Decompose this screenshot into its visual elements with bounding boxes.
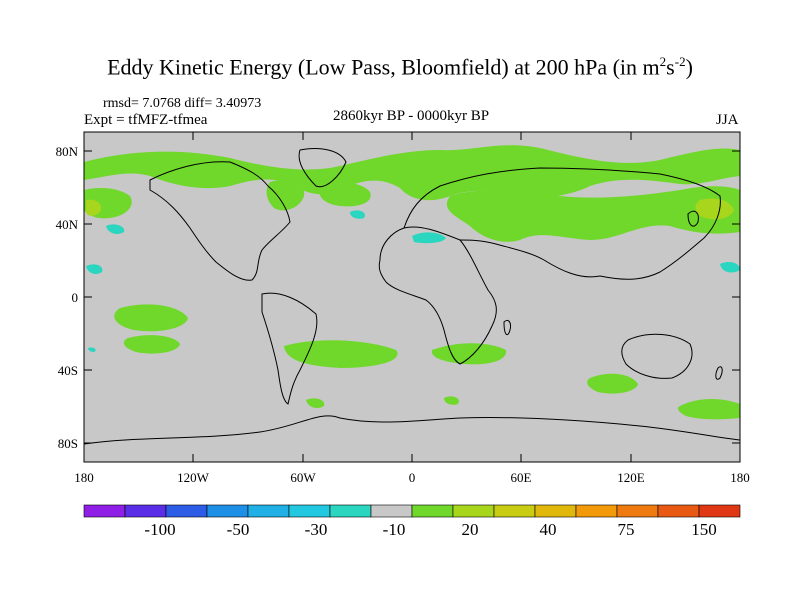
anomaly-patches	[84, 145, 740, 420]
colorbar-swatch	[165, 504, 208, 518]
lat-label-80s: 80S	[57, 436, 78, 451]
southern-small-patch-2	[444, 396, 459, 405]
colorbar-label: 40	[539, 520, 557, 539]
new-zealand	[715, 366, 723, 380]
colorbar-label: -100	[144, 520, 176, 539]
lat-label-40s: 40S	[57, 363, 78, 378]
lat-label-0: 0	[71, 290, 79, 305]
colorbar-label: 150	[691, 520, 717, 539]
antarctica-coast	[83, 415, 741, 445]
south-atlantic-patch	[284, 340, 398, 368]
colorbar-swatch	[657, 504, 700, 518]
lat-label-40n: 40N	[55, 217, 78, 232]
colorbar-swatch	[206, 504, 249, 518]
period-label: 2860kyr BP - 0000kyr BP	[332, 108, 490, 124]
southern-pacific-patch	[123, 335, 180, 354]
colorbar-swatch	[124, 504, 167, 518]
europe-africa-coast	[378, 226, 497, 365]
lon-label-120e: 120E	[617, 470, 645, 485]
map-title: Eddy Kinetic Energy (Low Pass, Bloomfiel…	[107, 54, 693, 80]
lon-label-180e: 180	[730, 470, 750, 485]
lon-label-60e: 60E	[510, 470, 532, 485]
colorbar-swatch	[616, 504, 659, 518]
negative-patches	[86, 210, 740, 352]
colorbar-swatch	[288, 504, 331, 518]
indian-ocean-patch	[587, 373, 638, 394]
colorbar-label: -10	[382, 520, 406, 539]
north-america-patch	[266, 179, 305, 211]
axis-ticks	[83, 132, 741, 462]
colorbar-swatch	[370, 504, 413, 518]
colorbar-swatch	[329, 504, 372, 518]
colorbar-swatch	[698, 504, 741, 518]
colorbar	[83, 504, 741, 518]
coastlines	[83, 148, 741, 445]
lat-label-80n: 80N	[55, 144, 78, 159]
south-america-coast	[261, 292, 318, 405]
colorbar-swatch	[534, 504, 577, 518]
colorbar-label: 75	[617, 520, 635, 539]
lon-label-180w: 180	[74, 470, 94, 485]
lon-label-60w: 60W	[290, 470, 316, 485]
colorbar-swatch	[247, 504, 290, 518]
east-asia-core	[695, 198, 734, 220]
colorbar-label: -50	[226, 520, 250, 539]
colorbar-label: -30	[304, 520, 328, 539]
north-pacific-core	[86, 199, 102, 216]
colorbar-swatch	[83, 504, 126, 518]
colorbar-swatch	[411, 504, 454, 518]
eurasia-coast	[403, 167, 721, 280]
lon-label-0: 0	[408, 470, 416, 485]
australia-coast	[621, 333, 693, 379]
north-america-coast	[149, 161, 291, 281]
japan	[687, 210, 699, 227]
colorbar-label: 20	[461, 520, 479, 539]
atlantic-patch	[318, 182, 371, 207]
greenland-coast	[298, 148, 347, 188]
pacific-mid-patch	[114, 304, 188, 332]
madagascar	[503, 319, 511, 336]
arctic-band	[84, 145, 740, 201]
colorbar-swatch	[575, 504, 618, 518]
rmsd-diff-stats: rmsd= 7.0768 diff= 3.40973	[103, 96, 262, 111]
south-africa-patch	[431, 343, 507, 365]
colorbar-swatch	[452, 504, 495, 518]
eurasia-patch	[446, 186, 740, 242]
southern-small-patch-1	[306, 398, 325, 408]
colorbar-swatch	[493, 504, 536, 518]
experiment-label: Expt = tfMFZ-tfmea	[84, 112, 208, 128]
south-pacific-patch	[678, 399, 740, 420]
season-label: JJA	[716, 112, 739, 128]
lon-label-120w: 120W	[177, 470, 209, 485]
